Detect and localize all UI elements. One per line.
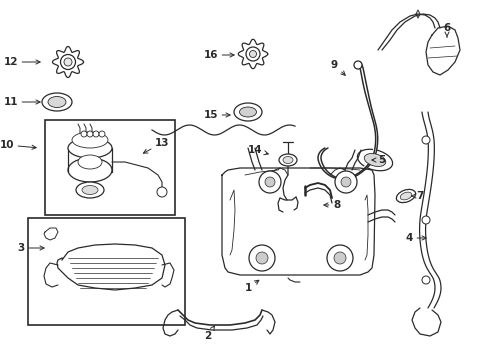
Ellipse shape (279, 154, 296, 166)
Text: 11: 11 (3, 97, 40, 107)
Circle shape (157, 187, 167, 197)
Circle shape (93, 131, 99, 137)
FancyBboxPatch shape (45, 120, 175, 215)
Text: 12: 12 (3, 57, 40, 67)
Text: 9: 9 (330, 60, 345, 75)
Text: 3: 3 (18, 243, 44, 253)
Text: 10: 10 (0, 140, 36, 150)
Polygon shape (425, 26, 459, 75)
Polygon shape (57, 244, 164, 290)
Circle shape (259, 171, 281, 193)
Ellipse shape (76, 182, 104, 198)
FancyBboxPatch shape (28, 218, 184, 325)
Ellipse shape (396, 189, 415, 203)
Circle shape (421, 136, 429, 144)
Ellipse shape (68, 158, 112, 182)
Text: 5: 5 (371, 155, 385, 165)
Ellipse shape (234, 103, 262, 121)
Text: 14: 14 (247, 145, 268, 155)
Circle shape (249, 50, 256, 58)
Circle shape (421, 216, 429, 224)
Text: 1: 1 (244, 280, 258, 293)
Circle shape (421, 276, 429, 284)
Text: 16: 16 (203, 50, 234, 60)
Circle shape (333, 252, 346, 264)
Circle shape (340, 177, 350, 187)
Ellipse shape (364, 154, 385, 166)
Ellipse shape (48, 96, 66, 108)
Ellipse shape (82, 185, 98, 194)
Text: 15: 15 (203, 110, 230, 120)
Ellipse shape (78, 155, 102, 169)
Circle shape (248, 245, 274, 271)
Text: 13: 13 (143, 138, 169, 153)
Circle shape (326, 245, 352, 271)
Ellipse shape (68, 138, 112, 158)
Circle shape (87, 131, 93, 137)
Polygon shape (238, 39, 267, 69)
Text: 2: 2 (204, 326, 214, 341)
Circle shape (99, 131, 105, 137)
Text: 4: 4 (405, 233, 425, 243)
Ellipse shape (72, 132, 108, 148)
Circle shape (353, 61, 361, 69)
Ellipse shape (283, 157, 292, 163)
Circle shape (264, 177, 274, 187)
Circle shape (81, 131, 87, 137)
Circle shape (61, 54, 75, 69)
Ellipse shape (399, 192, 411, 200)
Polygon shape (222, 168, 374, 275)
Circle shape (334, 171, 356, 193)
Circle shape (256, 252, 267, 264)
Circle shape (245, 47, 260, 61)
Ellipse shape (42, 93, 72, 111)
Ellipse shape (239, 107, 256, 117)
Circle shape (64, 58, 72, 66)
Ellipse shape (357, 149, 392, 171)
Text: 7: 7 (411, 191, 423, 201)
Polygon shape (52, 46, 83, 77)
Text: 6: 6 (443, 23, 450, 37)
Text: 8: 8 (323, 200, 340, 210)
